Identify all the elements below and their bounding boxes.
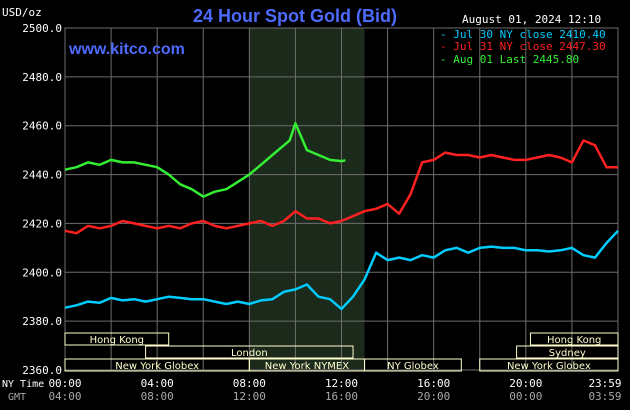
y-tick-label: 2400.0 [22, 266, 62, 279]
gmt-row-label: GMT [8, 392, 26, 403]
session-label: Hong Kong [90, 335, 144, 346]
session-box [479, 358, 619, 372]
x-tick-ny: 08:00 [233, 377, 266, 390]
session-box [364, 358, 462, 372]
session-label: London [231, 348, 268, 359]
session-label: New York Globex [507, 361, 591, 372]
legend-item-aug01: - Aug 01 Last 2445.80 [440, 53, 579, 66]
session-box [529, 332, 619, 346]
y-tick-label: 2480.0 [22, 71, 62, 84]
session-label: NY Globex [387, 361, 439, 372]
gridlines [64, 27, 619, 371]
x-tick-ny: 20:00 [509, 377, 542, 390]
series-line-aug-01 [64, 122, 346, 198]
x-tick-gmt: 00:00 [509, 390, 542, 403]
session-label: New York Globex [115, 361, 199, 372]
series-line-jul-30 [64, 229, 619, 311]
market-sessions: Hong Kong Hong Kong London Sydney New York G… [64, 332, 619, 372]
session-label: Sydney [549, 348, 586, 359]
x-tick-gmt: 03:59 [588, 390, 621, 403]
session-box [64, 332, 170, 346]
y-tick-label: 2440.0 [22, 169, 62, 182]
y-tick-label: 2500.0 [22, 22, 62, 35]
x-tick-ny: 16:00 [417, 377, 450, 390]
watermark-url: www.kitco.com [68, 41, 185, 58]
chart-title: 24 Hour Spot Gold (Bid) [193, 6, 397, 26]
session-box [145, 345, 354, 359]
session-box [516, 345, 619, 359]
x-tick-ny: 12:00 [325, 377, 358, 390]
nymex-highlight-band [249, 28, 365, 370]
legend-item-jul31: - Jul 31 NY close 2447.30 [440, 40, 606, 53]
ny-time-row-label: NY Time [2, 379, 44, 390]
legend: - Jul 30 NY close 2410.40 - Jul 31 NY cl… [440, 28, 606, 66]
x-tick-gmt: 12:00 [233, 390, 266, 403]
y-tick-label: 2420.0 [22, 217, 62, 230]
x-tick-labels: 00:00 04:00 08:00 12:00 16:00 20:00 23:5904:00… [48, 377, 621, 403]
price-series [64, 122, 619, 311]
chart-timestamp: August 01, 2024 12:10 [462, 13, 601, 26]
x-tick-ny: 04:00 [141, 377, 174, 390]
y-tick-labels: 2500.0 2480.0 2460.0 2440.0 2420.0 2400.0 2380… [22, 22, 62, 377]
x-tick-gmt: 04:00 [48, 390, 81, 403]
legend-item-jul30: - Jul 30 NY close 2410.40 [440, 28, 606, 41]
y-tick-label: 2360.0 [22, 364, 62, 377]
series-line-jul-31 [64, 139, 618, 235]
session-label: Hong Kong [547, 335, 601, 346]
session-label: New York NYMEX [265, 361, 350, 372]
plot-frame [64, 27, 619, 371]
y-tick-label: 2460.0 [22, 120, 62, 133]
y-tick-label: 2380.0 [22, 315, 62, 328]
unit-label: USD/oz [2, 6, 42, 19]
x-tick-ny: 00:00 [48, 377, 81, 390]
x-tick-gmt: 08:00 [141, 390, 174, 403]
x-tick-gmt: 20:00 [417, 390, 450, 403]
nymex-highlight-layer [249, 28, 365, 370]
x-tick-ny: 23:59 [588, 377, 621, 390]
x-tick-gmt: 16:00 [325, 390, 358, 403]
